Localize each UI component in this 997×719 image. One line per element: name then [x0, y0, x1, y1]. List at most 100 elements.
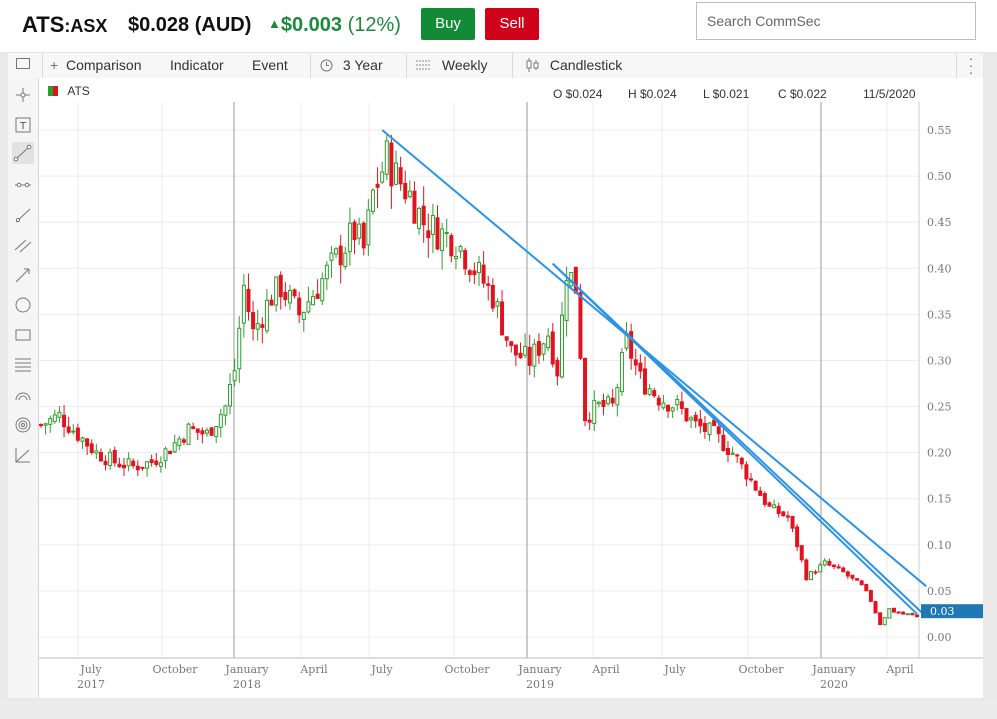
- candle-body: [177, 438, 182, 446]
- candle-body: [864, 583, 869, 592]
- candle-body: [449, 235, 454, 257]
- candle-body: [513, 344, 518, 356]
- up-arrow-icon: ▲: [268, 16, 281, 31]
- candle-body: [241, 284, 246, 324]
- trend-angle-icon[interactable]: [12, 444, 34, 466]
- ray-icon[interactable]: [12, 204, 34, 226]
- chart-type-selector[interactable]: Candlestick: [526, 57, 622, 73]
- candle-body: [583, 357, 588, 422]
- ohlc-open: O $0.024: [553, 87, 603, 101]
- sell-button[interactable]: Sell: [485, 8, 539, 40]
- svg-text:T: T: [19, 121, 27, 132]
- candle-body: [154, 460, 159, 465]
- candle-body: [749, 478, 754, 481]
- more-options-icon[interactable]: · · ·: [968, 50, 974, 80]
- candle-body: [845, 571, 850, 577]
- ohlc-close: C $0.022: [778, 87, 827, 101]
- candle-body: [555, 359, 560, 377]
- candle-body: [103, 460, 108, 466]
- candle-body: [43, 423, 48, 426]
- candle-body: [721, 434, 726, 451]
- candle-body: [647, 388, 652, 395]
- candle-body: [204, 429, 209, 434]
- line-draw-icon[interactable]: [12, 142, 34, 164]
- candle-body: [366, 209, 371, 246]
- candle-body: [882, 617, 887, 626]
- cross-hair-icon[interactable]: [12, 84, 34, 106]
- candle-body: [804, 559, 809, 581]
- candle-body: [592, 399, 597, 425]
- last-value-label: 0.03: [930, 605, 955, 618]
- circle-icon[interactable]: [12, 294, 34, 316]
- candle-body: [135, 465, 140, 471]
- exchange-code: :ASX: [64, 16, 108, 36]
- candle-body: [274, 276, 279, 306]
- horizontal-line-icon[interactable]: [12, 174, 34, 196]
- candle-body: [255, 323, 260, 330]
- candle-body: [458, 246, 463, 252]
- channel-icon[interactable]: [12, 234, 34, 256]
- candle-body: [684, 408, 689, 422]
- candle-body: [725, 447, 730, 456]
- chart-panel: ATS O $0.024 H $0.024 L $0.021 C $0.022 …: [39, 78, 983, 698]
- ticker-code: ATS: [22, 12, 65, 37]
- candle-body: [477, 261, 481, 274]
- x-tick-year: 2018: [233, 678, 261, 691]
- candle-body: [735, 454, 740, 457]
- candle-body: [347, 222, 352, 253]
- candle-body: [71, 430, 76, 433]
- search-input[interactable]: [696, 2, 976, 40]
- trendline: [381, 129, 927, 588]
- candle-body: [98, 451, 103, 462]
- y-tick-label: 0.55: [927, 124, 952, 137]
- buy-button[interactable]: Buy: [421, 8, 475, 40]
- candle-body: [421, 205, 426, 226]
- x-tick-label: January: [517, 663, 562, 676]
- candle-body: [758, 490, 763, 496]
- clock-icon: [320, 59, 333, 72]
- candle-body: [666, 404, 671, 412]
- candle-body: [619, 351, 624, 393]
- text-annotation-icon[interactable]: T: [12, 114, 34, 136]
- candle-body: [813, 571, 818, 574]
- period-label: 3 Year: [342, 57, 383, 73]
- candle-body: [269, 299, 274, 306]
- candle-body: [191, 426, 196, 429]
- candle-body: [444, 232, 449, 235]
- period-selector[interactable]: 3 Year: [320, 57, 383, 73]
- candle-body: [246, 288, 251, 313]
- x-tick-label: October: [738, 663, 784, 676]
- candle-body: [822, 560, 827, 566]
- candlestick-chart[interactable]: 0.55 0.50 0.45 0.40 0.35 0.30 0.25 0.20 0.15 0.10…: [39, 78, 983, 698]
- candle-body: [739, 457, 744, 465]
- comparison-button[interactable]: + Comparison: [50, 57, 141, 73]
- y-tick-label: 0.50: [927, 170, 952, 183]
- x-tick-label: July: [79, 663, 102, 676]
- candle-body: [832, 564, 837, 568]
- candle-body: [80, 437, 85, 442]
- interval-selector[interactable]: Weekly: [416, 57, 488, 73]
- fibonacci-icon[interactable]: [12, 354, 34, 376]
- legend-up-swatch: [48, 86, 53, 96]
- spiral-icon[interactable]: [12, 414, 34, 436]
- candle-body: [52, 414, 57, 422]
- y-tick-label: 0.20: [927, 447, 952, 460]
- candle-body: [490, 284, 495, 309]
- candle-body: [610, 397, 615, 404]
- candle-body: [855, 578, 860, 581]
- arc-icon[interactable]: [12, 384, 34, 406]
- rectangle-icon[interactable]: [12, 324, 34, 346]
- indicator-button[interactable]: Indicator: [170, 57, 224, 73]
- arrow-icon[interactable]: [12, 264, 34, 286]
- candle-body: [394, 162, 399, 185]
- candle-body: [638, 362, 643, 372]
- candle-body: [334, 248, 339, 255]
- x-tick-label: April: [885, 663, 914, 676]
- candle-body: [283, 291, 288, 301]
- candle-body: [500, 301, 505, 336]
- candle-body: [495, 301, 500, 307]
- toolbar-panel-toggle[interactable]: [16, 57, 30, 73]
- candle-body: [799, 545, 804, 561]
- event-button[interactable]: Event: [252, 57, 288, 73]
- candle-body: [223, 405, 228, 416]
